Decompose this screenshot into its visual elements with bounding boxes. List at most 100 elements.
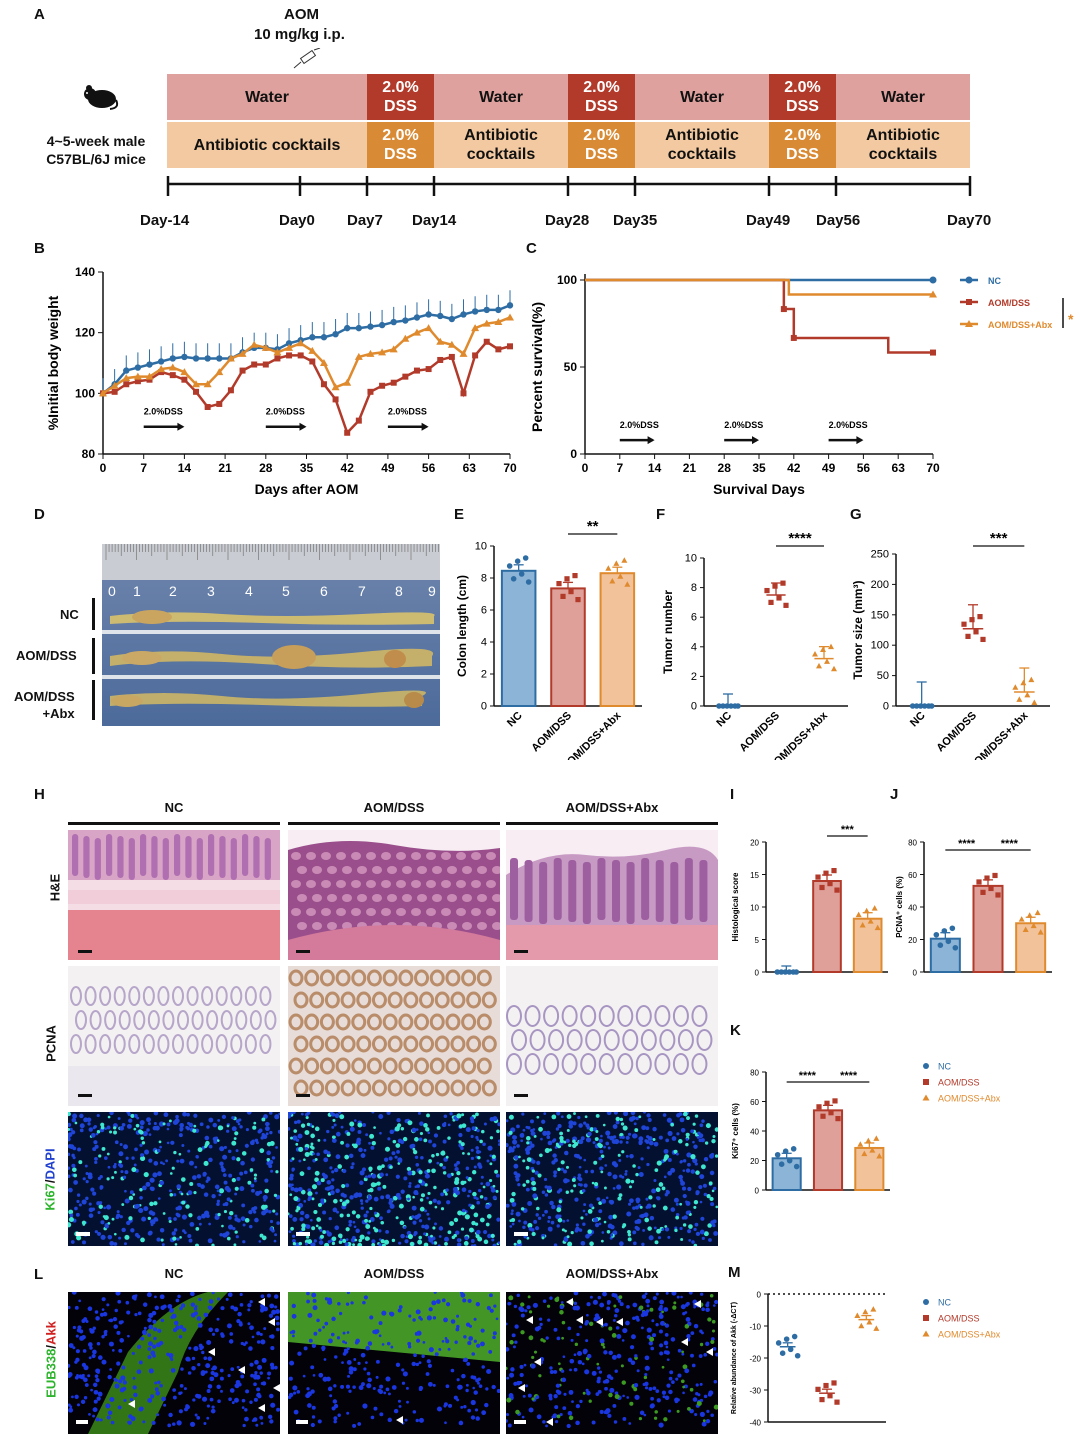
cell-nucleus bbox=[585, 1233, 590, 1239]
cell-nucleus bbox=[540, 1137, 543, 1141]
cell-nucleus bbox=[647, 1117, 652, 1123]
cell-nucleus bbox=[436, 1126, 441, 1130]
cell-nucleus bbox=[638, 1141, 643, 1146]
cell-nucleus bbox=[172, 1395, 177, 1400]
cell-nucleus bbox=[536, 1160, 541, 1165]
cell-nucleus bbox=[415, 1418, 419, 1423]
tissue-gland bbox=[461, 1013, 477, 1031]
data-point bbox=[735, 703, 741, 709]
cell-nucleus bbox=[304, 1112, 309, 1117]
cell-nucleus bbox=[122, 1380, 127, 1385]
timeline-abx-4: Antibiotic cocktails bbox=[836, 122, 970, 168]
cell-nucleus bbox=[336, 1210, 340, 1214]
tissue-gland bbox=[466, 1079, 482, 1097]
cell-nucleus bbox=[433, 1241, 438, 1245]
cell-nucleus bbox=[423, 1242, 429, 1246]
data-point bbox=[181, 353, 188, 361]
cell-nucleus bbox=[431, 1241, 435, 1245]
cell-nucleus bbox=[678, 1112, 683, 1117]
data-point bbox=[568, 589, 574, 595]
cell-nucleus bbox=[578, 1139, 584, 1145]
cell-nucleus bbox=[665, 1292, 669, 1295]
cell-nucleus bbox=[107, 1374, 112, 1380]
cell-nucleus bbox=[557, 1217, 563, 1223]
cell-nucleus bbox=[256, 1331, 261, 1336]
cell-nucleus bbox=[208, 1144, 213, 1149]
tissue-gland bbox=[342, 894, 352, 902]
data-point bbox=[992, 872, 998, 879]
cell-nucleus bbox=[456, 1160, 461, 1165]
cell-nucleus bbox=[545, 1130, 551, 1136]
aom-title: AOM bbox=[284, 6, 319, 23]
tissue-gland bbox=[366, 880, 376, 888]
cell-nucleus bbox=[365, 1133, 369, 1137]
cell-nucleus bbox=[599, 1303, 603, 1307]
cell-nucleus bbox=[368, 1166, 373, 1171]
y-tick-label: 4 bbox=[481, 637, 487, 649]
cell-nucleus bbox=[354, 1238, 358, 1242]
cell-nucleus bbox=[113, 1130, 117, 1135]
data-point bbox=[355, 417, 362, 424]
cell-nucleus bbox=[513, 1304, 518, 1309]
cell-nucleus bbox=[631, 1334, 636, 1340]
cell-nucleus bbox=[103, 1206, 106, 1210]
cell-nucleus bbox=[76, 1374, 79, 1377]
cell-nucleus bbox=[101, 1146, 106, 1151]
tissue-gland bbox=[142, 986, 155, 1006]
cell-nucleus bbox=[138, 1360, 143, 1365]
cell-nucleus bbox=[341, 1183, 346, 1189]
tissue-gland bbox=[264, 1010, 277, 1030]
cell-nucleus bbox=[711, 1189, 715, 1193]
cell-nucleus bbox=[170, 1368, 176, 1373]
cell-nucleus bbox=[331, 1178, 335, 1182]
y-tick-label: 0 bbox=[481, 701, 487, 713]
cell-nucleus bbox=[369, 1133, 375, 1139]
pcna-image-nc bbox=[68, 966, 280, 1106]
cell-nucleus bbox=[154, 1295, 157, 1299]
cell-nucleus bbox=[595, 1392, 600, 1396]
cell-nucleus bbox=[596, 1197, 601, 1201]
cell-nucleus bbox=[391, 1385, 397, 1390]
cell-nucleus bbox=[128, 1118, 133, 1123]
ruler-number: 6 bbox=[320, 583, 328, 599]
category-label: NC bbox=[714, 710, 734, 730]
tissue-gland bbox=[191, 1010, 204, 1030]
cell-nucleus bbox=[75, 1212, 80, 1217]
cell-nucleus bbox=[555, 1214, 560, 1220]
cell-nucleus bbox=[185, 1404, 190, 1410]
cell-nucleus bbox=[566, 1235, 570, 1239]
cell-nucleus bbox=[696, 1135, 700, 1139]
cell-nucleus bbox=[424, 1183, 428, 1187]
cell-nucleus bbox=[531, 1169, 536, 1173]
cell-nucleus bbox=[121, 1122, 126, 1127]
tissue-gland bbox=[456, 908, 466, 916]
cell-nucleus bbox=[251, 1188, 255, 1193]
cell-nucleus bbox=[621, 1339, 625, 1342]
ruler-number: 0 bbox=[108, 583, 116, 599]
cell-nucleus bbox=[569, 1368, 572, 1372]
cell-nucleus bbox=[465, 1388, 469, 1393]
data-point bbox=[1031, 699, 1038, 705]
cell-nucleus bbox=[598, 1143, 603, 1149]
data-point bbox=[343, 378, 352, 386]
arrowhead-marker bbox=[576, 1316, 583, 1324]
tissue-gland bbox=[381, 852, 391, 860]
cell-nucleus bbox=[173, 1320, 179, 1326]
cell-nucleus bbox=[644, 1386, 649, 1390]
cell-nucleus bbox=[458, 1420, 464, 1426]
data-point bbox=[1024, 691, 1031, 698]
cell-nucleus bbox=[613, 1112, 618, 1115]
cell-nucleus bbox=[486, 1369, 492, 1375]
cell-nucleus bbox=[600, 1170, 604, 1174]
data-point bbox=[786, 1157, 793, 1164]
cell-nucleus bbox=[559, 1305, 564, 1310]
cell-nucleus bbox=[240, 1160, 245, 1166]
cell-nucleus bbox=[598, 1209, 603, 1214]
cell-nucleus bbox=[223, 1232, 229, 1237]
cell-nucleus bbox=[171, 1313, 177, 1319]
cell-nucleus bbox=[681, 1350, 684, 1354]
cell-nucleus bbox=[118, 1151, 124, 1157]
cell-nucleus bbox=[631, 1115, 636, 1121]
cell-nucleus bbox=[642, 1229, 646, 1232]
tissue-gland bbox=[411, 880, 421, 888]
